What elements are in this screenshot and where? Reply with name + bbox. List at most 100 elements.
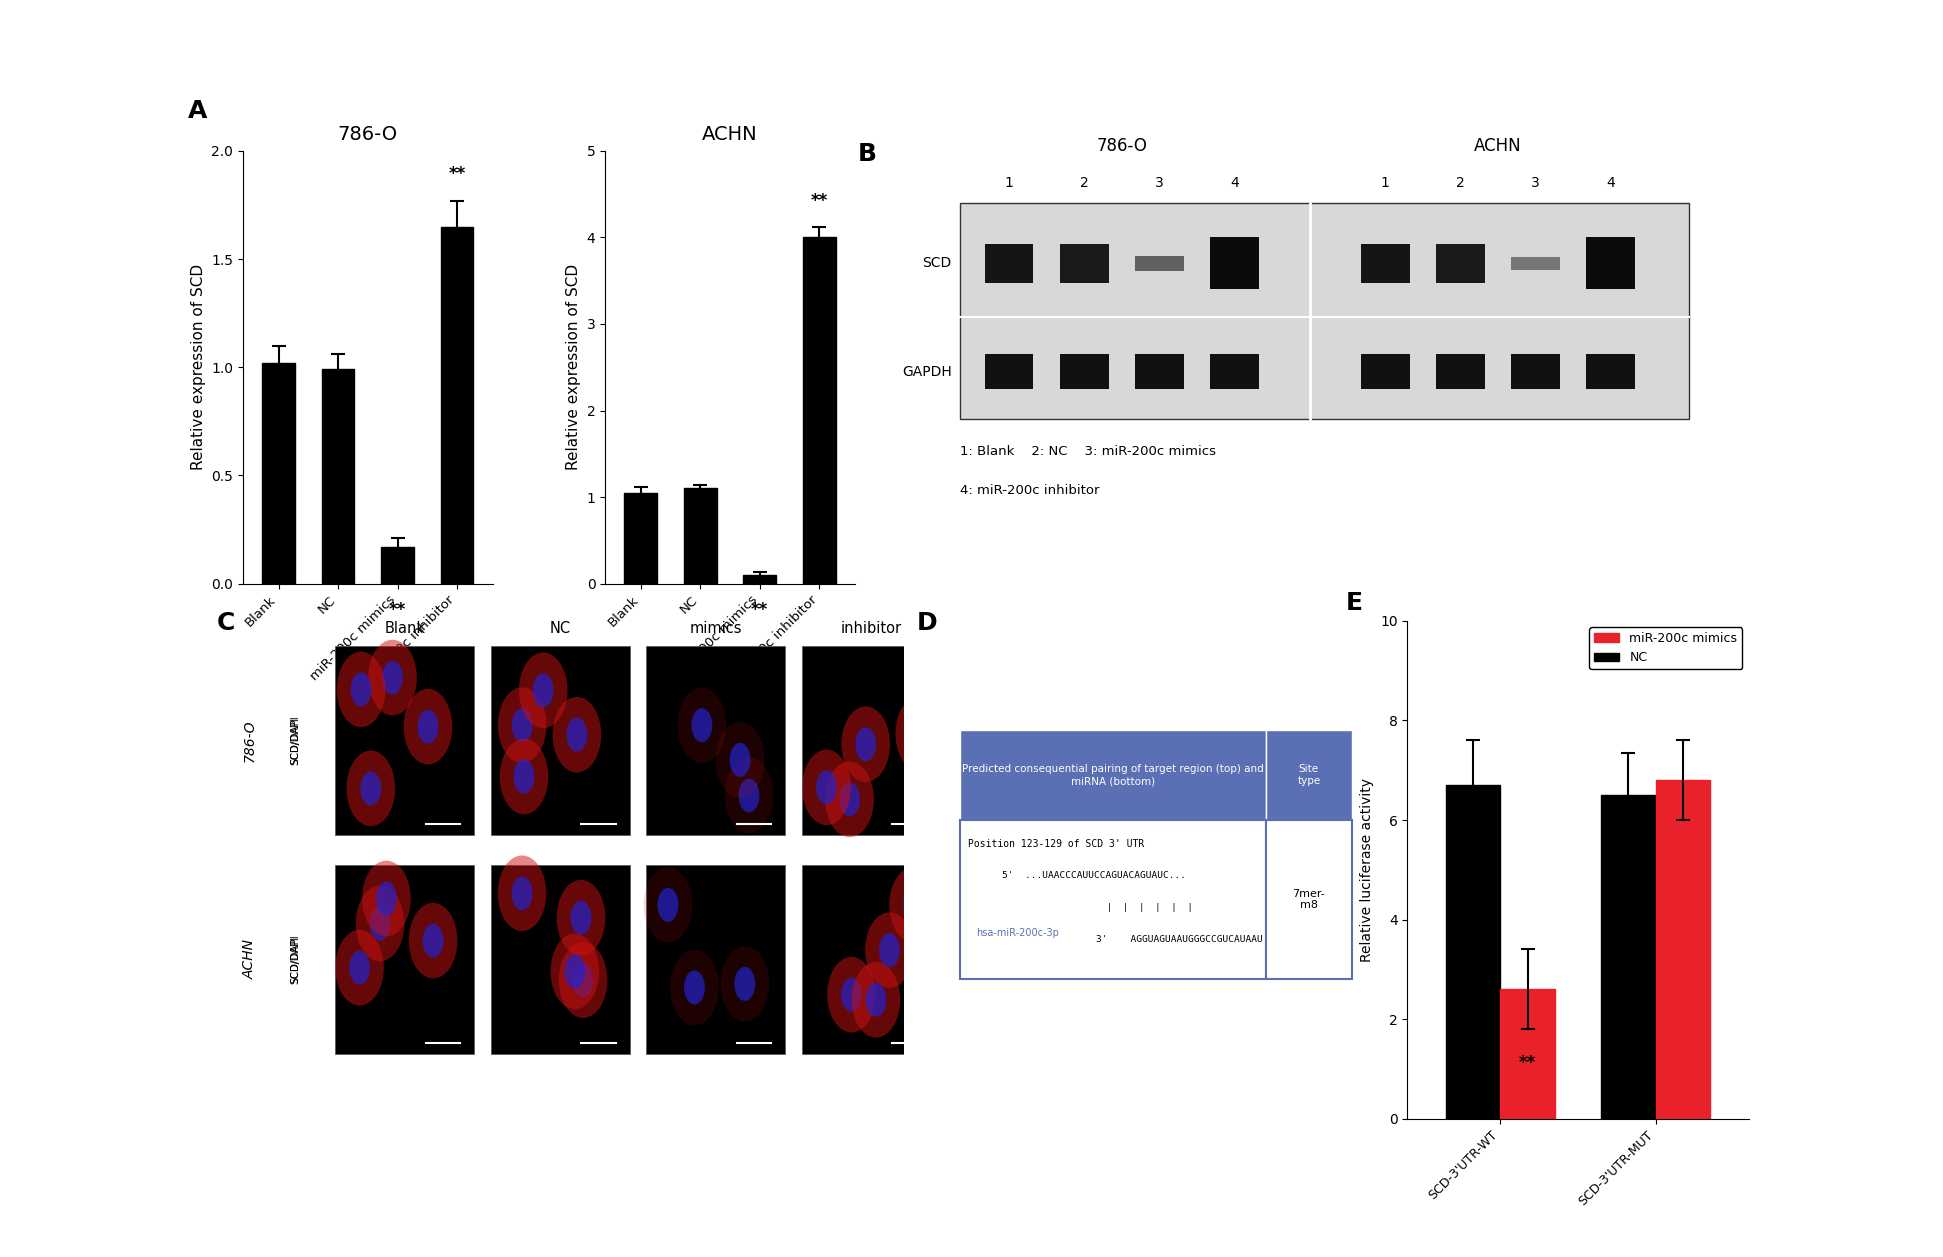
Ellipse shape (556, 880, 606, 955)
Text: SCD/DAPI: SCD/DAPI (291, 716, 301, 764)
Bar (1512, 256, 1560, 270)
Ellipse shape (721, 947, 769, 1022)
Ellipse shape (684, 970, 705, 1004)
Bar (684, 489, 717, 583)
Text: A: A (188, 99, 208, 123)
Ellipse shape (643, 867, 692, 943)
Ellipse shape (369, 906, 391, 940)
Bar (647, 646, 785, 835)
Text: hsa-miR-200c-3p: hsa-miR-200c-3p (977, 929, 1059, 939)
Bar (1059, 244, 1109, 283)
Bar (1360, 354, 1409, 388)
FancyBboxPatch shape (960, 202, 1688, 420)
Ellipse shape (336, 651, 385, 728)
Ellipse shape (678, 688, 727, 763)
Ellipse shape (657, 887, 678, 921)
Bar (1446, 786, 1500, 1119)
Text: 1: 1 (1005, 176, 1014, 190)
Ellipse shape (909, 716, 931, 750)
Ellipse shape (532, 674, 554, 708)
Ellipse shape (375, 881, 396, 915)
Bar (381, 547, 414, 583)
Ellipse shape (670, 949, 719, 1026)
Ellipse shape (497, 856, 546, 931)
Y-axis label: Relative expression of SCD: Relative expression of SCD (190, 264, 206, 470)
Text: SCD/DAPI: SCD/DAPI (291, 936, 301, 983)
Text: C: C (216, 611, 235, 635)
Bar (1655, 781, 1710, 1119)
Text: 4: miR-200c inhibitor: 4: miR-200c inhibitor (960, 484, 1100, 498)
Ellipse shape (550, 934, 598, 1009)
Text: Blank: Blank (385, 621, 426, 636)
Bar (985, 244, 1034, 283)
Text: SCD: SCD (923, 256, 952, 270)
Ellipse shape (841, 706, 890, 782)
Bar (802, 238, 835, 583)
Text: GAPDH: GAPDH (902, 365, 952, 378)
Legend: miR-200c mimics, NC: miR-200c mimics, NC (1589, 627, 1743, 670)
Bar (492, 865, 630, 1055)
Ellipse shape (903, 887, 925, 921)
Ellipse shape (552, 696, 600, 773)
Bar (624, 493, 657, 583)
Text: Site
type: Site type (1298, 764, 1321, 786)
Bar (1210, 354, 1259, 388)
Text: ACHN: ACHN (243, 939, 256, 979)
Text: inhibitor: inhibitor (841, 621, 902, 636)
Text: **: ** (1519, 1055, 1537, 1072)
Ellipse shape (560, 943, 608, 1018)
Text: 1: 1 (1381, 176, 1389, 190)
Bar (262, 363, 295, 583)
Ellipse shape (359, 772, 381, 806)
Text: 3'    AGGUAGUAAUGGGCCGUCAUAAU: 3' AGGUAGUAAUGGGCCGUCAUAAU (1096, 935, 1263, 944)
Ellipse shape (418, 710, 439, 744)
Bar (1360, 244, 1409, 283)
Ellipse shape (361, 861, 410, 936)
Ellipse shape (878, 933, 900, 967)
Text: 786-O: 786-O (1096, 137, 1146, 155)
Ellipse shape (511, 708, 532, 742)
Ellipse shape (731, 743, 750, 777)
Bar (1265, 730, 1352, 820)
Text: 3: 3 (1154, 176, 1164, 190)
Text: Position 123-129 of SCD 3' UTR: Position 123-129 of SCD 3' UTR (968, 840, 1144, 850)
Text: SCD/DAPI: SCD/DAPI (291, 934, 301, 984)
Title: ACHN: ACHN (701, 124, 758, 143)
Bar (1210, 238, 1259, 289)
Bar (1059, 354, 1109, 388)
Text: Predicted consequential pairing of target region (top) and
miRNA (bottom): Predicted consequential pairing of targe… (962, 764, 1263, 786)
Ellipse shape (567, 718, 587, 752)
Ellipse shape (802, 749, 851, 825)
Ellipse shape (336, 930, 385, 1006)
Bar (1601, 796, 1655, 1119)
Bar (1436, 354, 1484, 388)
Title: 786-O: 786-O (338, 124, 398, 143)
Text: B: B (857, 142, 876, 166)
Y-axis label: Relative expression of SCD: Relative expression of SCD (565, 264, 581, 470)
Bar (1135, 256, 1183, 272)
Bar (985, 354, 1034, 388)
Ellipse shape (519, 652, 567, 728)
Ellipse shape (692, 708, 713, 742)
Ellipse shape (356, 886, 404, 962)
Ellipse shape (404, 689, 453, 764)
Bar (492, 646, 630, 835)
Ellipse shape (383, 661, 402, 695)
Ellipse shape (855, 727, 876, 762)
Text: mimics: mimics (690, 621, 742, 636)
Ellipse shape (841, 978, 863, 1012)
Ellipse shape (715, 722, 764, 798)
Ellipse shape (890, 867, 938, 943)
Ellipse shape (346, 750, 394, 826)
Text: ACHN: ACHN (1475, 137, 1521, 155)
Ellipse shape (408, 903, 457, 978)
Text: **: ** (810, 192, 828, 210)
Bar (647, 865, 785, 1055)
Ellipse shape (734, 967, 756, 1001)
Ellipse shape (499, 739, 548, 815)
Ellipse shape (513, 759, 534, 793)
Ellipse shape (828, 957, 876, 1032)
Ellipse shape (738, 778, 760, 812)
Text: |  |  |  |  |  |: | | | | | | (1096, 903, 1193, 911)
Ellipse shape (816, 771, 837, 804)
